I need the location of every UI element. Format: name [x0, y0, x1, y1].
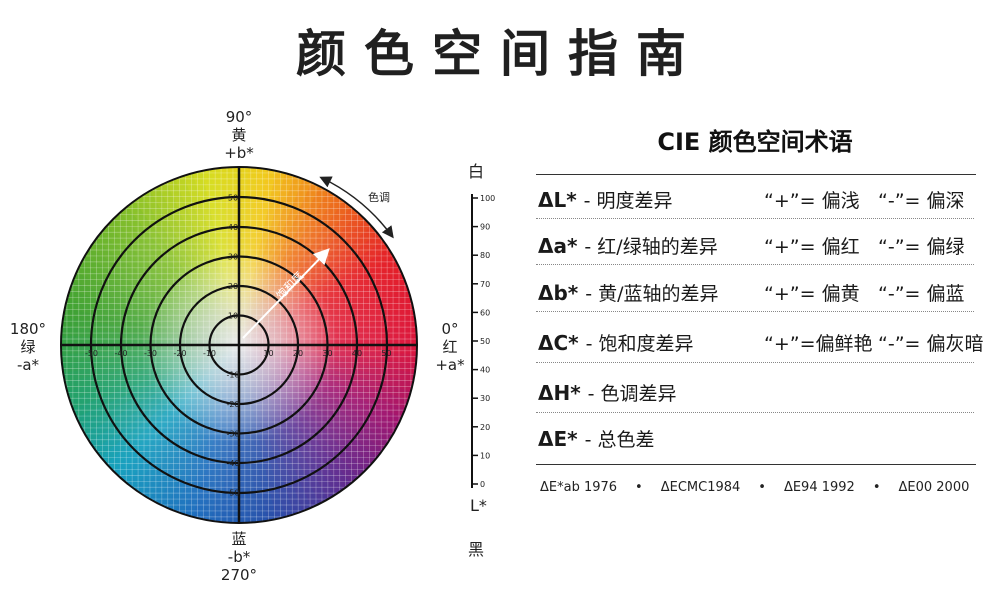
- term-row-delta-h: ΔH* - 色调差异: [538, 379, 978, 409]
- page-title: 颜色空间指南: [296, 25, 704, 83]
- v-tick-label: -10: [226, 371, 239, 380]
- term-description: - 总色差: [584, 429, 655, 451]
- label-yellow-axis: 90° 黄 +b*: [209, 108, 269, 162]
- lightness-tick-label: 100: [480, 194, 495, 203]
- term-row-delta-l: ΔL* - 明度差异 “+”= 偏浅 “-”= 偏深: [538, 186, 978, 216]
- term-description: - 红/绿轴的差异: [584, 236, 718, 258]
- color-wheel-diagram: 50 40 30 20 10 -10 -20 -30 -40 -50 -50 -40 -30 -20 -10…: [60, 166, 418, 524]
- h-tick-label: 20: [293, 349, 303, 358]
- row-divider: [536, 311, 974, 312]
- term-symbol: ΔE*: [538, 427, 578, 451]
- lightness-axis-label: L*: [470, 496, 487, 515]
- lightness-tick-label: 10: [480, 451, 490, 460]
- term-row-delta-c: ΔC* - 饱和度差异 “+”=偏鲜艳 “-”= 偏灰暗: [538, 329, 984, 359]
- term-description: - 明度差异: [583, 190, 673, 212]
- label-blue: 蓝: [231, 530, 247, 548]
- term-row-delta-a: Δa* - 红/绿轴的差异 “+”= 偏红 “-”= 偏绿: [538, 232, 978, 262]
- label-minus-b: -b*: [227, 548, 251, 566]
- term-minus-meaning: “-”= 偏深: [878, 190, 965, 212]
- term-plus-meaning: “+”= 偏红: [764, 236, 860, 258]
- hue-label: 色调: [368, 190, 390, 204]
- term-description: - 黄/蓝轴的差异: [585, 283, 719, 305]
- formula-cmc: ΔECMC1984: [660, 480, 741, 495]
- label-plus-a: +a*: [435, 356, 465, 374]
- label-180deg: 180°: [9, 320, 47, 338]
- h-tick-label: -20: [173, 349, 186, 358]
- h-tick-label: -50: [85, 349, 98, 358]
- term-row-delta-e: ΔE* - 总色差: [538, 425, 978, 455]
- row-divider: [536, 362, 974, 363]
- v-tick-label: 50: [228, 194, 238, 203]
- lightness-tick-label: 70: [480, 280, 490, 289]
- term-symbol: ΔC*: [538, 331, 579, 355]
- label-red: 红: [442, 338, 458, 356]
- term-plus-meaning: “+”= 偏浅: [764, 190, 860, 212]
- label-0deg: 0°: [441, 320, 459, 338]
- term-plus-meaning: “+”= 偏黄: [764, 283, 860, 305]
- h-tick-label: -40: [114, 349, 127, 358]
- v-tick-label: -50: [226, 489, 239, 498]
- term-minus-meaning: “-”= 偏蓝: [878, 283, 965, 305]
- v-tick-label: -30: [226, 430, 239, 439]
- table-top-rule: [536, 174, 976, 175]
- delta-e-formulas: ΔE*ab 1976 • ΔECMC1984 • ΔE94 1992 • ΔE00 2000: [540, 480, 990, 495]
- h-tick-label: -10: [203, 349, 216, 358]
- h-tick-label: 10: [263, 349, 273, 358]
- term-row-delta-b: Δb* - 黄/蓝轴的差异 “+”= 偏黄 “-”= 偏蓝: [538, 279, 978, 309]
- lightness-tick-label: 80: [480, 251, 490, 260]
- term-symbol: Δb*: [538, 281, 579, 305]
- formula-1976: ΔE*ab 1976: [540, 480, 618, 495]
- term-minus-meaning: “-”= 偏灰暗: [878, 333, 984, 355]
- row-divider: [536, 218, 974, 219]
- row-divider: [536, 412, 974, 413]
- label-green-axis: 180° 绿 -a*: [2, 320, 54, 374]
- label-blue-axis: 蓝 -b* 270°: [209, 530, 269, 584]
- v-tick-label: -20: [226, 400, 239, 409]
- row-divider: [536, 264, 974, 265]
- lightness-tick-label: 0: [480, 480, 485, 489]
- label-minus-a: -a*: [16, 356, 40, 374]
- table-bottom-rule: [536, 464, 976, 465]
- term-symbol: Δa*: [538, 234, 578, 258]
- label-yellow: 黄: [231, 126, 247, 144]
- h-tick-label: 40: [352, 349, 362, 358]
- lightness-tick-label: 90: [480, 223, 490, 232]
- v-tick-label: 30: [228, 253, 238, 262]
- v-tick-label: 10: [228, 312, 238, 321]
- term-plus-meaning: “+”=偏鲜艳: [764, 333, 873, 355]
- separator-dot: •: [872, 480, 881, 495]
- label-90deg: 90°: [225, 108, 253, 126]
- v-tick-label: -40: [226, 459, 239, 468]
- label-red-axis: 0° 红 +a*: [424, 320, 476, 374]
- lightness-tick-label: 60: [480, 308, 490, 317]
- formula-2000: ΔE00 2000: [898, 480, 970, 495]
- h-tick-label: -30: [144, 349, 157, 358]
- term-description: - 色调差异: [587, 383, 677, 405]
- lightness-black-label: 黑: [468, 540, 485, 559]
- table-title: CIE 颜色空间术语: [657, 128, 853, 156]
- h-tick-label: 30: [322, 349, 332, 358]
- wheel-tick-labels: 50 40 30 20 10 -10 -20 -30 -40 -50 -50 -40 -30 -20 -10…: [85, 194, 392, 498]
- hue-arrow: [319, 176, 394, 239]
- lightness-white-label: 白: [468, 162, 485, 181]
- lightness-tick-label: 50: [480, 337, 490, 346]
- chroma-arrow: [242, 248, 330, 339]
- separator-dot: •: [635, 480, 643, 495]
- label-green: 绿: [20, 338, 36, 356]
- term-minus-meaning: “-”= 偏绿: [878, 236, 965, 258]
- lightness-tick-label: 20: [480, 423, 490, 432]
- h-tick-label: 50: [381, 349, 391, 358]
- lightness-tick-label: 40: [480, 366, 490, 375]
- formula-94: ΔE94 1992: [783, 480, 855, 495]
- label-plus-b: +b*: [224, 144, 254, 162]
- v-tick-label: 40: [228, 223, 238, 232]
- term-symbol: ΔL*: [538, 188, 577, 212]
- term-description: - 饱和度差异: [585, 333, 694, 355]
- label-270deg: 270°: [220, 566, 258, 584]
- lightness-tick-label: 30: [480, 394, 490, 403]
- separator-dot: •: [758, 480, 766, 495]
- v-tick-label: 20: [228, 282, 238, 291]
- term-symbol: ΔH*: [538, 381, 581, 405]
